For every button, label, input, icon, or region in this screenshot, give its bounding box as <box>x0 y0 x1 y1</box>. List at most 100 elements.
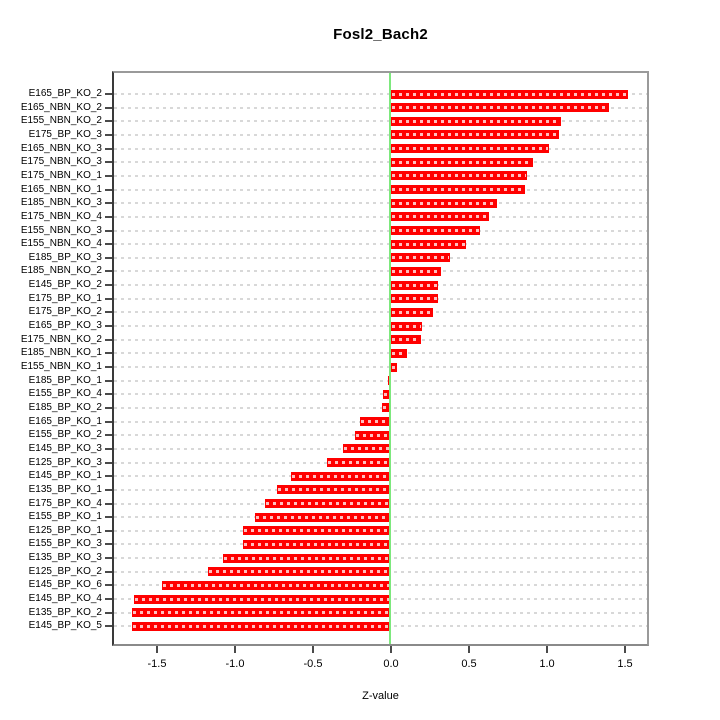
bar-dash-pattern <box>243 542 390 546</box>
category-label: E175_BP_KO_3 <box>28 128 102 140</box>
bar <box>208 567 391 577</box>
category-label: E155_BP_KO_2 <box>28 429 102 441</box>
category-label: E175_BP_KO_1 <box>28 292 102 304</box>
bar-dash-pattern <box>392 92 628 96</box>
category-label: E145_BP_KO_1 <box>28 470 102 482</box>
bar <box>242 526 391 536</box>
bar-dash-pattern <box>243 529 390 533</box>
bar <box>264 499 391 508</box>
bar <box>391 185 526 195</box>
y-tick <box>105 93 112 95</box>
x-tick-label: -1.5 <box>147 658 167 670</box>
bar <box>391 198 498 208</box>
y-tick <box>105 406 112 409</box>
x-axis: -1.5 -1.0 -0.5 0.0 0.5 1.0 1.5 <box>0 646 720 686</box>
bar <box>391 348 407 358</box>
x-tick-label: 1.5 <box>617 658 633 670</box>
y-tick <box>105 188 112 191</box>
gridline <box>114 406 647 409</box>
bar <box>132 608 391 618</box>
y-tick <box>105 256 112 259</box>
category-label: E165_NBN_KO_3 <box>20 142 102 154</box>
bar-dash-pattern <box>392 229 479 232</box>
bar <box>391 294 438 304</box>
y-tick <box>105 352 112 355</box>
category-label: E155_NBN_KO_1 <box>20 361 102 372</box>
bar <box>391 226 480 235</box>
y-tick <box>105 625 112 628</box>
bar <box>391 130 560 140</box>
category-label: E185_NBN_KO_3 <box>20 197 102 209</box>
bar-dash-pattern <box>392 106 609 110</box>
gridline <box>114 174 647 177</box>
category-label: E155_BP_KO_1 <box>28 511 102 523</box>
gridline <box>114 106 647 109</box>
category-label: E185_NBN_KO_1 <box>20 347 102 359</box>
bar <box>391 212 490 222</box>
y-tick <box>105 174 112 177</box>
y-tick <box>105 379 112 382</box>
bar-dash-pattern <box>256 515 390 519</box>
gridline <box>114 284 647 287</box>
x-tick <box>312 646 314 653</box>
category-label: E155_NBN_KO_2 <box>20 115 102 127</box>
y-tick <box>105 557 112 560</box>
category-label: E175_BP_KO_2 <box>28 306 102 318</box>
gridline <box>114 311 647 314</box>
bars-container: E165_BP_KO_2 E165_NBN_KO_2 E155_NBN_KO_2 E1… <box>0 71 720 646</box>
x-tick <box>234 646 236 653</box>
category-label: E145_BP_KO_2 <box>28 279 102 291</box>
category-label: E125_BP_KO_2 <box>28 565 102 577</box>
y-tick <box>105 311 112 314</box>
category-label: E145_BP_KO_4 <box>28 593 102 605</box>
gridline <box>114 352 647 355</box>
category-label: E155_NBN_KO_3 <box>20 224 102 236</box>
y-tick <box>105 284 112 287</box>
category-label: E155_NBN_KO_4 <box>20 238 102 250</box>
gridline <box>114 379 647 382</box>
y-tick <box>105 475 112 478</box>
y-tick <box>105 461 112 464</box>
gridline <box>114 338 647 341</box>
bar <box>391 171 527 181</box>
x-tick <box>390 646 392 653</box>
bar-dash-pattern <box>392 201 497 205</box>
y-tick <box>105 584 112 587</box>
bar-dash-pattern <box>392 188 525 192</box>
bar-dash-pattern <box>392 160 532 164</box>
bar-dash-pattern <box>392 324 422 328</box>
gridline <box>114 93 647 95</box>
bar <box>355 430 391 440</box>
category-label: E125_BP_KO_1 <box>28 524 102 536</box>
bar-dash-pattern <box>384 392 390 396</box>
bar <box>391 89 629 99</box>
bar-dash-pattern <box>162 583 390 587</box>
x-tick <box>546 646 548 653</box>
gridline <box>114 161 647 164</box>
bar-dash-pattern <box>392 256 450 260</box>
y-tick <box>105 529 112 532</box>
gridline <box>114 366 647 368</box>
bar <box>383 389 391 399</box>
bar-dash-pattern <box>209 570 390 574</box>
category-label: E165_BP_KO_3 <box>28 320 102 332</box>
gridline <box>114 393 647 396</box>
bar-dash-pattern <box>392 133 559 137</box>
bar <box>391 239 466 249</box>
x-tick <box>468 646 470 653</box>
bar <box>391 144 549 154</box>
bar-dash-pattern <box>133 624 390 628</box>
x-tick-label: 1.0 <box>539 658 555 670</box>
y-tick <box>105 570 112 573</box>
bar <box>222 553 391 563</box>
bar <box>161 580 391 590</box>
y-tick <box>105 120 112 123</box>
x-tick-label: -0.5 <box>303 658 323 670</box>
category-label: E165_NBN_KO_1 <box>20 183 102 195</box>
x-tick-label: 0.0 <box>383 658 399 670</box>
category-label: E155_BP_KO_4 <box>28 388 102 400</box>
y-tick <box>105 133 112 136</box>
bar <box>391 266 441 276</box>
plot-box <box>112 71 649 646</box>
